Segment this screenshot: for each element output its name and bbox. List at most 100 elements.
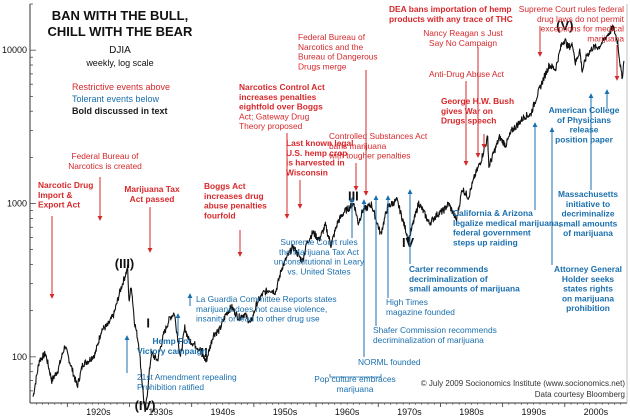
event-text-line: Narcotics is created bbox=[68, 161, 142, 171]
chart-title-line-1: BAN WITH THE BULL, bbox=[52, 8, 188, 23]
event-text-line: legalize medical marijuana, bbox=[453, 218, 561, 228]
x-tick-label: 1940s bbox=[211, 407, 236, 417]
wave-label: I bbox=[146, 316, 150, 331]
y-tick-label: 10000 bbox=[2, 45, 27, 55]
event-text-line: steps up raiding bbox=[453, 237, 518, 247]
event-text-line: prohibition bbox=[566, 303, 610, 313]
event-text-line: eightfold over Boggs bbox=[239, 102, 323, 112]
event-text-line: Narcotics Control Act bbox=[239, 82, 325, 92]
event-text-line: gives War on bbox=[441, 106, 493, 116]
event-text-line: bans marijuana bbox=[329, 141, 387, 151]
event-text-line: American College bbox=[549, 105, 620, 115]
event-text-line: Boggs Act bbox=[204, 181, 246, 191]
legend-tolerant: Tolerant events below bbox=[72, 94, 160, 104]
event-text-line: vs. United States bbox=[287, 266, 350, 276]
event-text-line: products with any trace of THC bbox=[389, 14, 513, 24]
event-text-line: of Physicians bbox=[557, 115, 611, 125]
event-text-line: Prohibition ratified bbox=[137, 382, 204, 392]
event-text-line: Massachusetts bbox=[558, 189, 618, 199]
event-text-line: Wisconsin bbox=[286, 167, 328, 177]
x-tick-label: 1930s bbox=[148, 407, 173, 417]
wave-label: (V) bbox=[556, 18, 573, 33]
event-text-line: decriminalization of bbox=[409, 274, 488, 284]
event-text-line: initiative to bbox=[566, 199, 610, 209]
event-text-line: La Guardia Committee Reports states bbox=[196, 294, 337, 304]
event-text-line: marijuana bbox=[337, 384, 374, 394]
x-tick-label: 1970s bbox=[397, 407, 422, 417]
x-tick-label: 1960s bbox=[335, 407, 360, 417]
event-text-line: Bureau of Dangerous bbox=[298, 52, 378, 62]
djia-line bbox=[32, 24, 625, 413]
x-tick-label: 1980s bbox=[459, 407, 484, 417]
legend-bold: Bold discussed in text bbox=[72, 106, 168, 116]
event-text-line: marijuana does not cause violence, bbox=[196, 304, 327, 314]
event-text-line: decriminalize bbox=[561, 209, 614, 219]
legend: Restrictive events above Tolerant events… bbox=[72, 82, 170, 116]
series-name: DJIA bbox=[109, 45, 131, 56]
event-text-line: position paper bbox=[555, 134, 613, 144]
x-tick-label: 1990s bbox=[521, 407, 546, 417]
event-text-line: Import & bbox=[38, 190, 72, 200]
event-text-line: DEA bans importation of hemp bbox=[389, 4, 512, 14]
event-text-line: Marijuana Tax bbox=[124, 184, 180, 194]
event-text-line: Narcotics and the bbox=[298, 42, 364, 52]
event-text-line: Act passed bbox=[130, 194, 175, 204]
wave-label: (IV) bbox=[135, 398, 156, 413]
event-text-line: Drugs merge bbox=[298, 61, 347, 71]
event-text-line: George H.W. Bush bbox=[441, 96, 514, 106]
x-tick-label: 1950s bbox=[273, 407, 298, 417]
event-norml-founded: NORML founded bbox=[358, 199, 421, 367]
event-text-line: Carter recommends bbox=[409, 264, 488, 274]
event-text-line: Victory campaign bbox=[137, 346, 207, 356]
event-text-line: Last known legal bbox=[286, 138, 353, 148]
event-text-line: on marijuana bbox=[562, 293, 614, 303]
event-text-line: abuse penalties bbox=[204, 201, 267, 211]
event-text-line: High Times bbox=[386, 297, 428, 307]
title-block: BAN WITH THE BULL, CHILL WITH THE BEAR D… bbox=[48, 8, 194, 68]
event-text-line: Say No Campaign bbox=[429, 38, 497, 48]
event-text-line: Export Act bbox=[38, 200, 80, 210]
source-text: Data courtesy Bloomberg bbox=[535, 390, 625, 399]
event-la-guardia: La Guardia Committee Reports statesmarij… bbox=[187, 293, 337, 324]
event-text-line: magazine founded bbox=[386, 307, 455, 317]
event-text-line: Hemp For bbox=[152, 336, 192, 346]
event-text-line: increases drug bbox=[204, 191, 264, 201]
axes: 100 1000 10000 1920s 1930s 1940s 1950s 1960s 197… bbox=[2, 3, 628, 417]
event-text-line: is harvested in bbox=[286, 158, 345, 168]
event-text-line: Narcotic Drug bbox=[38, 180, 93, 190]
event-text-line: California & Arizona bbox=[453, 208, 533, 218]
event-text-line: Federal Bureau of bbox=[298, 32, 366, 42]
event-text-line: fourfold bbox=[204, 210, 236, 220]
event-text-line: increases penalties bbox=[239, 92, 317, 102]
chart-title-line-2: CHILL WITH THE BEAR bbox=[48, 24, 194, 39]
event-text-line: marijuana bbox=[587, 33, 624, 43]
event-text-line: Nancy Reagan s Just bbox=[423, 28, 503, 38]
event-anti-drug-abuse-act: Anti-Drug Abuse Act bbox=[429, 69, 505, 166]
event-text-line: federal government bbox=[453, 228, 531, 238]
event-text-line: Supreme Court rules bbox=[280, 237, 357, 247]
event-text-line: insanity, or lead to other drug use bbox=[196, 314, 320, 324]
event-text-line: Shafer Commission recommends bbox=[373, 325, 497, 335]
event-text-line: Theory proposed bbox=[239, 121, 303, 131]
event-text-line: with tougher penalties bbox=[328, 151, 410, 161]
event-text-line: Federal Bureau of bbox=[71, 151, 139, 161]
